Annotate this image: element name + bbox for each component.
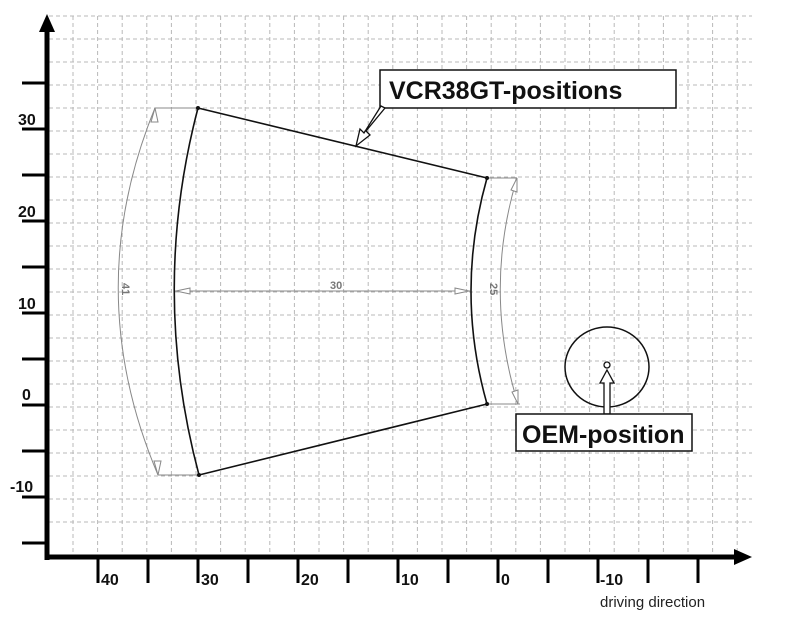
y-tick-label: 0	[22, 387, 31, 404]
y-axis-arrow-icon	[39, 14, 55, 32]
y-tick-label: -10	[10, 479, 33, 496]
vcr-positions-area	[173, 107, 488, 476]
x-tick-label: 10	[401, 572, 419, 589]
vertex-points	[196, 106, 489, 477]
oem-callout-label: OEM-position	[522, 421, 684, 449]
x-tick-label: 40	[101, 572, 119, 589]
x-axis-arrow-icon	[734, 549, 752, 565]
grid	[49, 15, 752, 555]
oem-position-marker: OEM-position	[515, 326, 693, 452]
y-tick-label: 30	[18, 112, 36, 129]
x-axis-label: driving direction	[600, 594, 705, 611]
x-tick-label: 20	[301, 572, 319, 589]
axes	[22, 14, 752, 583]
x-tick-label: -10	[600, 572, 623, 589]
left-arc-dimension: 41	[119, 283, 131, 295]
left-dimension-arc	[117, 107, 159, 476]
dimensions	[117, 107, 520, 476]
callout-arrow-icon	[354, 105, 387, 148]
y-ticks	[22, 81, 47, 545]
x-tick-label: 0	[501, 572, 510, 589]
x-ticks	[96, 557, 700, 583]
width-dimension: 30	[330, 280, 342, 292]
y-tick-label: 20	[18, 204, 36, 221]
right-arc-dimension: 25	[487, 283, 499, 295]
vcr-callout: VCR38GT-positions	[354, 69, 677, 148]
right-dimension-arc	[499, 177, 519, 405]
vcr-callout-label: VCR38GT-positions	[389, 77, 622, 105]
x-tick-label: 30	[201, 572, 219, 589]
y-tick-label: 10	[18, 296, 36, 313]
